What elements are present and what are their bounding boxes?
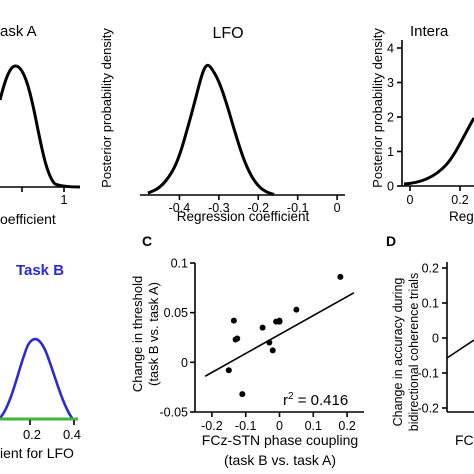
panel-bottom-left: Task B 0.2 0.4 ient for LFO xyxy=(0,262,81,461)
x-tick-label: -0.1 xyxy=(287,201,309,215)
y-axis-label-line1: Change in threshold xyxy=(130,276,145,392)
x-axis-label: oefficient xyxy=(0,211,56,227)
panel-top-right: Intera Posterior probability density 0 1 2… xyxy=(370,23,474,224)
panel-title-task-b: Task B xyxy=(16,262,64,279)
x-tick-label: 0 xyxy=(334,201,341,215)
regression-line xyxy=(204,292,355,377)
x-tick-label: 0 xyxy=(407,193,414,207)
panel-title-task-a: ask A xyxy=(0,23,37,40)
scatter-point xyxy=(232,336,239,343)
x-tick-label: 0.2 xyxy=(23,427,41,442)
x-ticks: -0.4 -0.3 -0.2 -0.1 0 xyxy=(169,195,341,215)
density-curve-task-a xyxy=(0,64,81,189)
y-ticks: 0.2 0.1 0 -0.1 -0.2 xyxy=(417,262,447,416)
density-curve-task-b xyxy=(0,337,74,419)
y-tick-label: 1 xyxy=(387,145,394,159)
x-axis-label-line1: FCz-STN phase coupling xyxy=(202,432,358,448)
panel-title-interaction: Intera xyxy=(410,23,449,40)
x-tick-label: -0.2 xyxy=(201,419,223,433)
panel-letter-c: C xyxy=(142,233,152,249)
regression-line xyxy=(446,339,474,359)
panel-d: D Change in accuracy during bidirectiona… xyxy=(386,233,474,448)
x-axis-label: FC xyxy=(455,432,474,448)
panel-c: C Change in threshold (task B vs. task A… xyxy=(130,233,364,468)
x-tick-label: 0.1 xyxy=(305,419,322,433)
x-tick-label: -0.2 xyxy=(247,201,269,215)
y-tick-label: 0.1 xyxy=(171,257,188,271)
y-tick-label: 0 xyxy=(432,332,439,346)
r-squared-annotation: r2 = 0.416 xyxy=(283,391,348,409)
scatter-point xyxy=(269,347,276,354)
x-tick-label: -0.3 xyxy=(208,201,230,215)
scatter-point xyxy=(225,367,232,374)
y-tick-label: -0.2 xyxy=(417,402,439,416)
panel-letter-d: D xyxy=(386,233,396,249)
x-tick-label: -0.4 xyxy=(169,201,191,215)
axis-ticks: -0.2 -0.1 0 0.1 0.2 0.1 0.05 0 -0.05 xyxy=(160,257,356,434)
x-tick-label: 1 xyxy=(60,192,67,207)
scatter-point xyxy=(337,273,344,280)
panel-title-lfo: LFO xyxy=(212,25,243,42)
y-axis-label-line2: (task B vs. task A) xyxy=(146,282,161,386)
y-tick-label: 2 xyxy=(387,111,394,125)
x-axis-label: Reg xyxy=(449,209,474,224)
x-axis-label: Regression coefficient xyxy=(177,209,310,224)
y-axis-label-line2: bidirectional coherence trials xyxy=(407,273,421,431)
x-tick-label: 0.2 xyxy=(451,193,468,207)
scatter-point xyxy=(259,324,266,331)
scatter-point xyxy=(293,306,300,313)
y-tick-label: -0.1 xyxy=(417,367,439,381)
scatter-point xyxy=(239,391,246,398)
y-tick-label: 0.1 xyxy=(422,297,439,311)
x-axis-label: ient for LFO xyxy=(0,445,74,461)
y-tick-label: 3 xyxy=(387,76,394,90)
y-tick-label: 0.05 xyxy=(164,306,188,320)
x-tick-label: -0.1 xyxy=(235,419,257,433)
density-curve-lfo xyxy=(147,63,275,196)
y-tick-label: 0 xyxy=(387,180,394,194)
x-axis-label-line2: (task B vs. task A) xyxy=(224,452,336,468)
panel-top-middle: LFO Posterior probability density -0.4 -0… xyxy=(99,25,345,224)
y-ticks: 0 1 2 3 4 xyxy=(387,42,402,194)
y-tick-label: 4 xyxy=(387,42,394,56)
scatter-point xyxy=(266,339,273,346)
y-axis-label-line1: Change in accuracy during xyxy=(391,278,405,427)
x-tick-label: 0.2 xyxy=(338,419,355,433)
scatter-point xyxy=(276,317,283,324)
panel-top-left: ask A 1 oefficient xyxy=(0,23,81,227)
scatter-points xyxy=(225,273,344,398)
y-tick-label: 0 xyxy=(181,356,188,370)
scatter-point xyxy=(230,317,237,324)
y-tick-label: -0.05 xyxy=(160,406,189,420)
y-axis-label: Posterior probability density xyxy=(370,28,385,188)
density-curve-interaction xyxy=(403,117,474,186)
y-axis-label: Posterior probability density xyxy=(99,28,114,188)
x-tick-label: 0 xyxy=(276,419,283,433)
x-tick-label: 0.4 xyxy=(63,427,81,442)
y-tick-label: 0.2 xyxy=(422,262,439,276)
